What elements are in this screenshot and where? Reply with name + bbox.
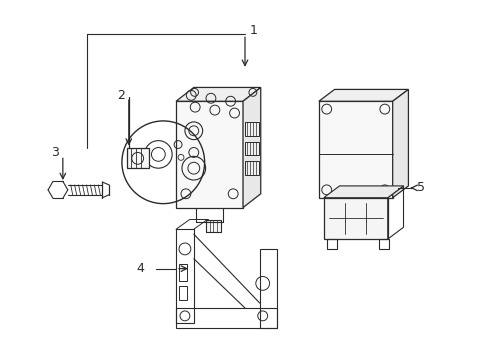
Polygon shape xyxy=(176,101,243,208)
Bar xyxy=(205,220,221,232)
Polygon shape xyxy=(243,87,260,208)
Polygon shape xyxy=(323,198,387,239)
Bar xyxy=(244,161,258,175)
Polygon shape xyxy=(318,89,407,101)
Polygon shape xyxy=(176,87,260,101)
Bar xyxy=(179,264,186,282)
Polygon shape xyxy=(392,89,407,198)
Polygon shape xyxy=(318,101,392,198)
Text: 4: 4 xyxy=(137,262,144,275)
Bar xyxy=(179,286,186,300)
Bar xyxy=(244,141,258,156)
Bar xyxy=(244,122,258,136)
Bar xyxy=(126,148,148,168)
Text: 1: 1 xyxy=(249,24,257,37)
Polygon shape xyxy=(323,186,403,198)
Text: 5: 5 xyxy=(416,181,425,194)
Text: 2: 2 xyxy=(117,89,124,102)
Text: 3: 3 xyxy=(51,145,59,158)
